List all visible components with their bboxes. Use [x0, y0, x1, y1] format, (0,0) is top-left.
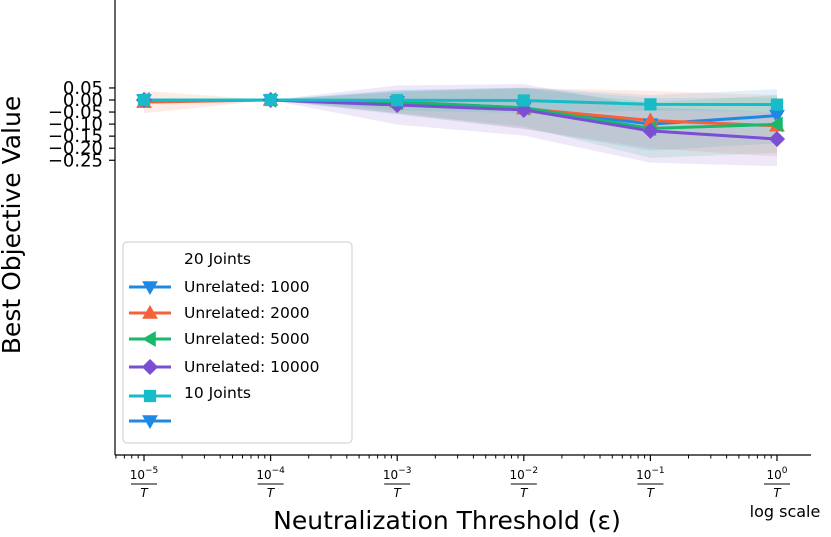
confidence-bands [144, 84, 777, 167]
point-series-4-3 [517, 94, 530, 107]
legend-label-20j-unrelated-5000: Unrelated: 5000 [184, 330, 310, 348]
x-tick-label-num-2: 10−3 [383, 466, 412, 482]
x-tick-label-num-4: 10−1 [636, 466, 665, 482]
x-tick-label-num-3: 10−2 [510, 466, 539, 482]
legend-marker-0 [142, 281, 158, 296]
point-series-3-5 [768, 130, 786, 148]
legend-group-title-20-joints: 20 Joints [184, 250, 251, 268]
y-tick-label-4: −0.15 [48, 126, 103, 147]
line-series-4 [144, 98, 778, 107]
x-tick-label-den-4: T [647, 486, 656, 500]
band-series-2 [144, 88, 777, 158]
legend-box [122, 241, 353, 444]
y-tick-label-1: 0.00 [63, 90, 103, 111]
legend-marker-1 [142, 304, 158, 319]
point-series-4-5 [770, 98, 784, 111]
legend-label-20j-unrelated-2000: Unrelated: 2000 [184, 304, 310, 322]
y-tick-label-6: −0.25 [48, 150, 103, 171]
x-axis-title: Neutralization Threshold (ε) [273, 506, 621, 535]
legend-label-20j-unrelated-10000: Unrelated: 10000 [184, 358, 319, 376]
point-series-3-4 [642, 122, 659, 139]
point-series-4-1 [264, 93, 277, 107]
point-series-2-5 [768, 116, 783, 133]
y-axis-ticks: 0.050.00−0.05−0.10−0.15−0.20−0.25 [48, 78, 115, 171]
band-series-1 [144, 87, 777, 157]
legend-group-title-10-joints: 10 Joints [184, 384, 251, 402]
y-tick-label-0: 0.05 [63, 78, 103, 99]
x-tick-label-den-0: T [140, 486, 149, 500]
series-markers [135, 91, 786, 148]
legend-marker-5 [142, 415, 158, 430]
y-tick-label-2: −0.05 [48, 102, 103, 123]
point-series-4-4 [644, 98, 657, 111]
legend: 20 Joints Unrelated: 1000 Unrelated: 200… [122, 241, 353, 444]
x-tick-label-num-0: 10−5 [130, 466, 159, 482]
x-tick-label-den-3: T [520, 486, 529, 500]
x-scale-note: log scale [750, 502, 821, 521]
axes [114, 0, 811, 456]
x-tick-label-num-5: 100 [766, 466, 787, 482]
point-series-4-0 [137, 93, 151, 107]
x-tick-label-den-1: T [267, 486, 276, 500]
point-series-4-2 [391, 94, 404, 107]
legend-marker-3 [141, 358, 159, 376]
legend-marker-4 [143, 389, 157, 403]
x-tick-label-den-5: T [773, 486, 782, 500]
y-tick-label-5: −0.20 [48, 138, 103, 159]
legend-label-20j-unrelated-1000: Unrelated: 1000 [184, 278, 310, 296]
series-lines [143, 98, 778, 141]
legend-symbols [129, 281, 171, 430]
x-tick-label-den-2: T [394, 486, 403, 500]
legend-marker-2 [141, 331, 156, 347]
x-axis-ticks: 10−5 T 10−4 T 10−3 T 10−2 T 10−1 T 100 T [115, 455, 790, 500]
x-tick-label-num-1: 10−4 [256, 466, 285, 482]
y-tick-label-3: −0.10 [48, 114, 103, 135]
y-axis-title: Best Objective Value [0, 96, 26, 354]
